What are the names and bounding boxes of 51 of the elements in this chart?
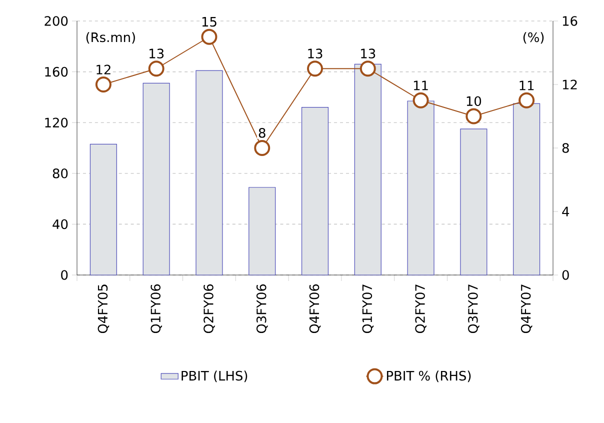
point xyxy=(466,108,482,124)
y-tick-label: 80 xyxy=(52,168,68,178)
y-tick-label: 40 xyxy=(52,219,68,230)
data-label: 12 xyxy=(96,64,110,74)
point xyxy=(148,60,164,77)
point xyxy=(360,60,376,77)
data-label: 8 xyxy=(258,128,266,138)
point xyxy=(95,76,112,92)
x-tick-label: Q2FY06 xyxy=(204,284,215,334)
y2-tick-label: 16 xyxy=(562,16,578,26)
data-label: 13 xyxy=(361,48,376,58)
y2-tick-label: 0 xyxy=(562,270,569,280)
point xyxy=(518,92,535,108)
data-label: 11 xyxy=(520,80,534,90)
bar xyxy=(354,64,382,276)
bar xyxy=(460,128,488,276)
x-tick-label: Q3FY06 xyxy=(256,284,268,334)
y2-axis-title: (%) xyxy=(523,32,544,44)
y2-tick-label: 12 xyxy=(562,80,577,90)
point xyxy=(412,92,429,108)
x-tick-label: Q1FY06 xyxy=(150,284,162,334)
data-label: 15 xyxy=(202,17,216,27)
bar xyxy=(513,103,540,276)
x-tick-label: Q4FY05 xyxy=(98,284,110,334)
x-tick-label: Q4FY07 xyxy=(520,284,532,334)
legend-label: PBIT % (RHS) xyxy=(386,370,471,382)
data-label: 13 xyxy=(308,48,322,58)
y-tick-label: 160 xyxy=(45,66,68,77)
y-tick-label: 0 xyxy=(61,270,68,280)
x-tick-label: Q1FY07 xyxy=(362,284,374,334)
point xyxy=(201,28,218,45)
bar xyxy=(301,107,329,276)
y2-tick-label: 4 xyxy=(562,206,570,216)
data-label: 13 xyxy=(150,48,164,58)
point xyxy=(307,60,324,77)
y-tick-label: 200 xyxy=(44,16,68,26)
y-axis-title: (Rs.mn) xyxy=(86,32,135,44)
legend-label: PBIT (LHS) xyxy=(182,370,248,382)
x-tick-label: Q2FY07 xyxy=(415,284,426,334)
bar xyxy=(90,144,117,276)
x-tick-label: Q3FY07 xyxy=(468,284,480,334)
x-tick-label: Q4FY06 xyxy=(309,284,321,334)
bar xyxy=(407,100,434,276)
data-label: 11 xyxy=(414,80,428,90)
data-label: 10 xyxy=(466,96,482,106)
bar xyxy=(196,70,223,276)
y2-tick-label: 8 xyxy=(562,143,569,153)
bar xyxy=(248,187,276,276)
y-tick-label: 120 xyxy=(45,118,68,128)
bar xyxy=(142,82,170,276)
point xyxy=(254,140,270,156)
